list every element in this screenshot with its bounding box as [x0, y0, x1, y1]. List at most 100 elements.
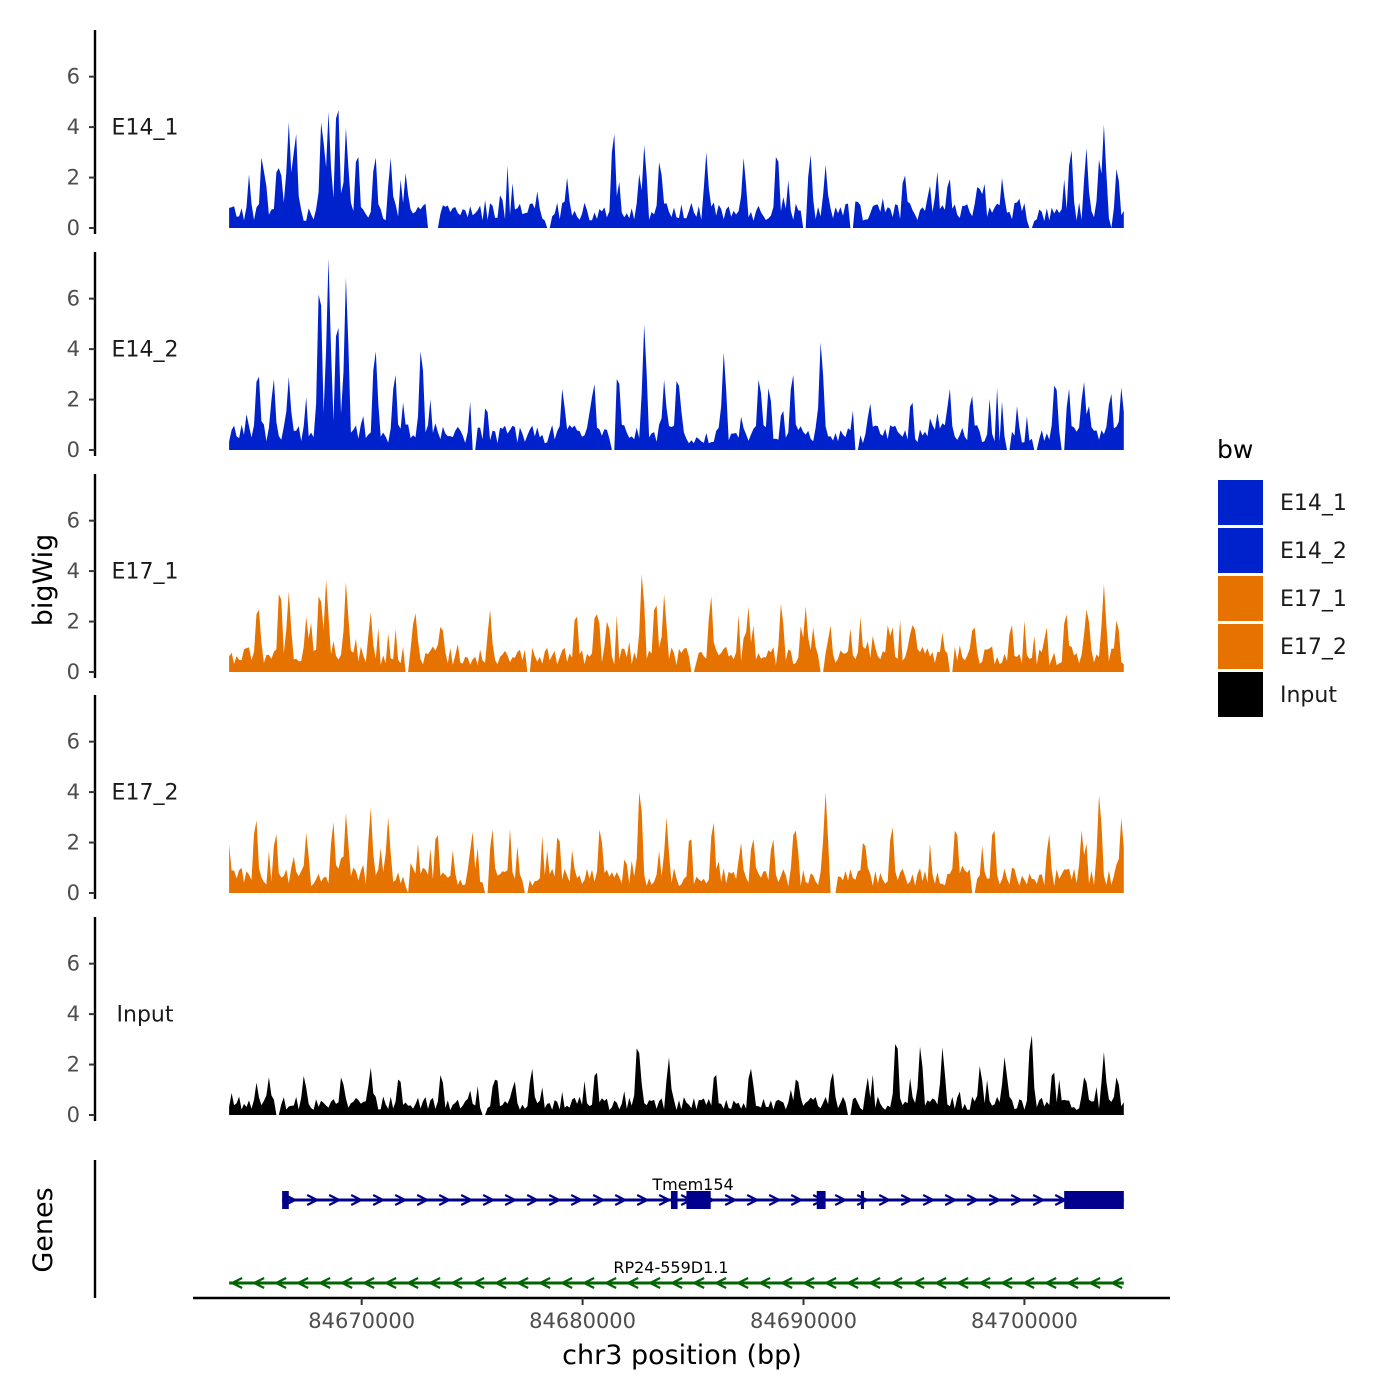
track-e17_2: 0 2 4 6 E17_2	[67, 695, 1124, 905]
y-tick-label: 2	[67, 610, 80, 634]
legend-title: bw	[1217, 435, 1253, 464]
strand-arrow	[548, 1194, 562, 1206]
gene-label: RP24-559D1.1	[613, 1258, 728, 1277]
strand-arrow	[504, 1194, 518, 1206]
strand-arrow	[482, 1194, 496, 1206]
strand-arrow	[229, 1277, 243, 1289]
strand-arrow	[834, 1194, 848, 1206]
y-tick-label: 0	[67, 438, 80, 462]
strand-arrow	[647, 1277, 661, 1289]
strand-arrow	[394, 1194, 408, 1206]
legend-swatch	[1218, 528, 1263, 573]
gene-label: Tmem154	[651, 1175, 733, 1194]
strand-arrow	[383, 1277, 397, 1289]
legend-entry-e17_1: E17_1	[1218, 576, 1347, 621]
strand-arrow	[339, 1277, 353, 1289]
track-e14_1: 0 2 4 6 E14_1	[67, 30, 1124, 240]
strand-arrow	[999, 1277, 1013, 1289]
track-label: E17_1	[112, 560, 179, 585]
strand-arrow	[405, 1277, 419, 1289]
track-label: E14_1	[112, 116, 179, 141]
strand-arrow	[317, 1277, 331, 1289]
legend-label: E14_1	[1280, 491, 1347, 516]
legend-swatch	[1218, 672, 1263, 717]
strand-arrow	[955, 1277, 969, 1289]
y-tick-label: 0	[67, 1103, 80, 1127]
gene-tmem154: Tmem154	[282, 1175, 1124, 1209]
legend-swatch	[1218, 576, 1263, 621]
strand-arrow	[977, 1277, 991, 1289]
strand-arrow	[823, 1277, 837, 1289]
exon	[816, 1191, 826, 1209]
y-tick-label: 4	[67, 780, 80, 804]
signal-area-e17_1	[229, 574, 1124, 672]
strand-arrow	[735, 1277, 749, 1289]
strand-arrow	[1032, 1194, 1046, 1206]
exon	[1064, 1191, 1124, 1209]
strand-arrow	[493, 1277, 507, 1289]
legend: bw E14_1 E14_2 E17_1 E17_2 Input	[1217, 435, 1347, 717]
strand-arrow	[416, 1194, 430, 1206]
strand-arrow	[1065, 1277, 1079, 1289]
strand-arrow	[933, 1277, 947, 1289]
strand-arrow	[361, 1277, 375, 1289]
exon	[686, 1191, 711, 1209]
strand-arrow	[757, 1277, 771, 1289]
exon	[860, 1191, 864, 1209]
y-tick-label: 4	[67, 1002, 80, 1026]
strand-arrow	[372, 1194, 386, 1206]
strand-arrow	[944, 1194, 958, 1206]
strand-arrow	[350, 1194, 364, 1206]
strand-arrow	[790, 1194, 804, 1206]
y-tick-label: 6	[67, 287, 80, 311]
strand-arrow	[1010, 1194, 1024, 1206]
y-tick-label: 2	[67, 166, 80, 190]
y-tick-label: 6	[67, 65, 80, 89]
gene-track: Tmem154 RP24-559D1.1	[93, 1160, 1124, 1298]
strand-arrow	[515, 1277, 529, 1289]
strand-arrow	[1087, 1277, 1101, 1289]
x-axis-title: chr3 position (bp)	[562, 1340, 802, 1371]
strand-arrow	[427, 1277, 441, 1289]
y-axis-title: bigWig	[28, 534, 59, 627]
y-tick-label: 0	[67, 216, 80, 240]
strand-arrow	[691, 1277, 705, 1289]
track-label: Input	[117, 1003, 174, 1028]
strand-arrow	[1043, 1277, 1057, 1289]
strand-arrow	[988, 1194, 1002, 1206]
x-axis: 84670000 84680000 84690000 84700000	[193, 1296, 1170, 1333]
gene-rp24-559d1.1: RP24-559D1.1	[229, 1258, 1124, 1289]
signal-area-e14_2	[229, 258, 1124, 450]
strand-arrow	[625, 1277, 639, 1289]
strand-arrow	[273, 1277, 287, 1289]
strand-arrow	[889, 1277, 903, 1289]
legend-swatch	[1218, 480, 1263, 525]
legend-label: Input	[1280, 683, 1337, 708]
strand-arrow	[922, 1194, 936, 1206]
strand-arrow	[845, 1277, 859, 1289]
x-tick-label: 84700000	[971, 1309, 1078, 1333]
strand-arrow	[306, 1194, 320, 1206]
legend-label: E14_2	[1280, 539, 1347, 564]
strand-arrow	[570, 1194, 584, 1206]
strand-arrow	[966, 1194, 980, 1206]
y-tick-label: 2	[67, 1053, 80, 1077]
strand-arrow	[526, 1194, 540, 1206]
strand-arrow	[746, 1194, 760, 1206]
track-e14_2: 0 2 4 6 E14_2	[67, 252, 1124, 462]
legend-label: E17_1	[1280, 587, 1347, 612]
strand-arrow	[1021, 1277, 1035, 1289]
legend-label: E17_2	[1280, 635, 1347, 660]
strand-arrow	[658, 1194, 672, 1206]
strand-arrow	[581, 1277, 595, 1289]
genes-axis-title: Genes	[28, 1187, 59, 1272]
strand-arrow	[328, 1194, 342, 1206]
strand-arrow	[724, 1194, 738, 1206]
track-label: E14_2	[112, 338, 179, 363]
x-tick-label: 84690000	[750, 1309, 857, 1333]
strand-arrow	[900, 1194, 914, 1206]
strand-arrow	[592, 1194, 606, 1206]
exon	[282, 1191, 289, 1209]
track-e17_1: 0 2 4 6 E17_1	[67, 474, 1124, 684]
y-tick-label: 6	[67, 730, 80, 754]
